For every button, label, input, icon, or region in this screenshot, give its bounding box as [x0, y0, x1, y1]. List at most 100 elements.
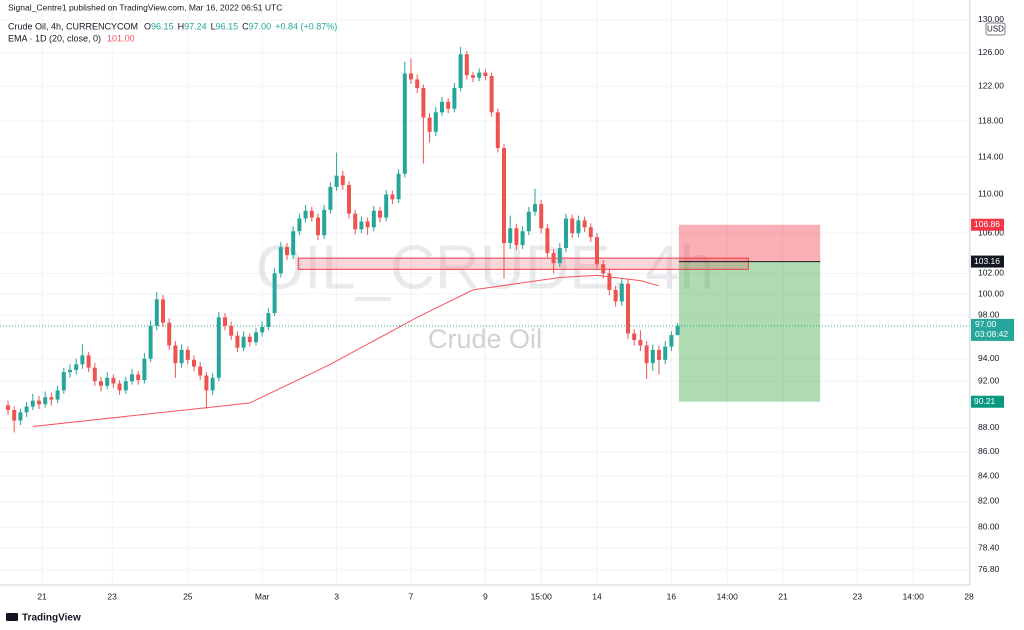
candle-body	[626, 283, 631, 334]
x-tick-label: 7	[409, 591, 414, 601]
y-tick-label: 82.00	[978, 496, 1000, 506]
y-tick-label: 92.00	[978, 375, 1000, 385]
candle-body	[36, 400, 41, 405]
candle-body	[167, 322, 172, 346]
candle-body	[421, 87, 426, 118]
y-tick-label: 110.00	[978, 189, 1004, 199]
candle-body	[409, 73, 414, 80]
candle-body	[179, 349, 184, 364]
candle-body	[452, 87, 457, 109]
y-tick-label: 114.00	[978, 151, 1004, 161]
candle-body	[185, 349, 190, 360]
y-tick-label: 76.80	[978, 564, 1000, 574]
candle-body	[657, 349, 662, 360]
candle-body	[570, 218, 575, 234]
stop-label-box	[971, 218, 1004, 231]
candle-body	[390, 194, 395, 200]
candle-body	[334, 175, 339, 187]
x-tick-label: 21	[778, 591, 788, 601]
ohlc-value: 96.15	[151, 21, 174, 31]
y-tick-label: 102.00	[978, 268, 1004, 278]
plot-area	[0, 46, 970, 433]
candle-body	[266, 313, 271, 327]
candle-body	[440, 101, 445, 113]
candle-body	[378, 210, 383, 218]
ohlc-key: L	[211, 21, 216, 31]
candle-body	[98, 381, 103, 386]
candle-body	[241, 336, 246, 348]
currency-box	[985, 22, 1006, 36]
candle-body	[508, 228, 513, 244]
ohlc-key: C	[242, 21, 249, 31]
candle-body	[613, 289, 618, 302]
grid	[0, 0, 970, 585]
candle-body	[359, 221, 364, 230]
x-tick-label: 15:00	[531, 591, 553, 601]
candle-body	[489, 76, 494, 113]
last-price-box	[971, 318, 1014, 341]
legend: Crude Oil, 4h, CURRENCYCOM O 96.15 H 97.24 L 9…	[8, 21, 337, 43]
candle-body	[24, 406, 29, 413]
candle-body	[520, 231, 525, 246]
ohlc-key: O	[144, 21, 151, 31]
candle-body	[260, 326, 265, 333]
candle-body	[644, 345, 649, 364]
candle-body	[30, 400, 35, 407]
change: +0.84 (+0.87%)	[275, 21, 337, 31]
ema-value: 101.00	[107, 33, 135, 43]
candle-body	[309, 210, 314, 218]
candle-body	[328, 186, 333, 210]
stop-label: 106.86	[974, 219, 1000, 229]
y-tick-label: 86.00	[978, 446, 1000, 456]
candle-body	[291, 231, 296, 256]
brand: TradingView	[22, 613, 81, 624]
candle-body	[12, 410, 17, 421]
price-axis: USD 130.00 126.00 122.00 118.00 114.00 110.00…	[0, 0, 1014, 601]
target-label: 90.21	[974, 396, 996, 406]
candle-body	[285, 247, 290, 256]
candle-body	[61, 372, 66, 391]
candle-body	[582, 220, 587, 228]
candle-body	[142, 358, 147, 381]
candle-body	[117, 383, 122, 391]
candle-body	[557, 248, 562, 264]
candle-body	[619, 283, 624, 302]
candle-body	[210, 377, 215, 391]
footer: TradingView	[6, 613, 81, 624]
x-tick-label: 28	[964, 591, 974, 601]
candle-body	[278, 247, 283, 274]
candle-body	[303, 210, 308, 219]
ohlc-value: 97.24	[184, 21, 207, 31]
candle-body	[669, 335, 674, 347]
candle-body	[86, 355, 91, 368]
candle-body	[464, 54, 469, 76]
candle-body	[247, 336, 252, 343]
candle-body	[322, 209, 327, 236]
candle-body	[347, 185, 352, 214]
candle-body	[43, 397, 48, 405]
candle-body	[427, 117, 432, 132]
y-tick-label: 84.00	[978, 471, 1000, 481]
candle-body	[254, 332, 259, 343]
published-line: Signal_Centre1 published on TradingView.…	[8, 2, 282, 12]
ohlc-value: 96.15	[216, 21, 239, 31]
ohlc-key: H	[178, 21, 185, 31]
candle-body	[340, 175, 345, 186]
last-price-label: 97.00	[975, 319, 997, 329]
candle-body	[471, 75, 476, 78]
candle-body	[235, 335, 240, 348]
candle-body	[160, 299, 165, 323]
stop-zone	[678, 224, 821, 262]
candle-body	[148, 325, 153, 359]
candle-body	[216, 317, 221, 378]
candle-body	[154, 299, 159, 326]
y-tick-label: 130.00	[978, 14, 1004, 24]
candle-body	[526, 211, 531, 232]
candle-body	[632, 333, 637, 341]
entry-label-box	[971, 255, 1004, 268]
candle-body	[495, 112, 500, 149]
x-tick-label: 16	[667, 591, 677, 601]
candle-body	[129, 374, 134, 382]
candle-body	[638, 340, 643, 346]
